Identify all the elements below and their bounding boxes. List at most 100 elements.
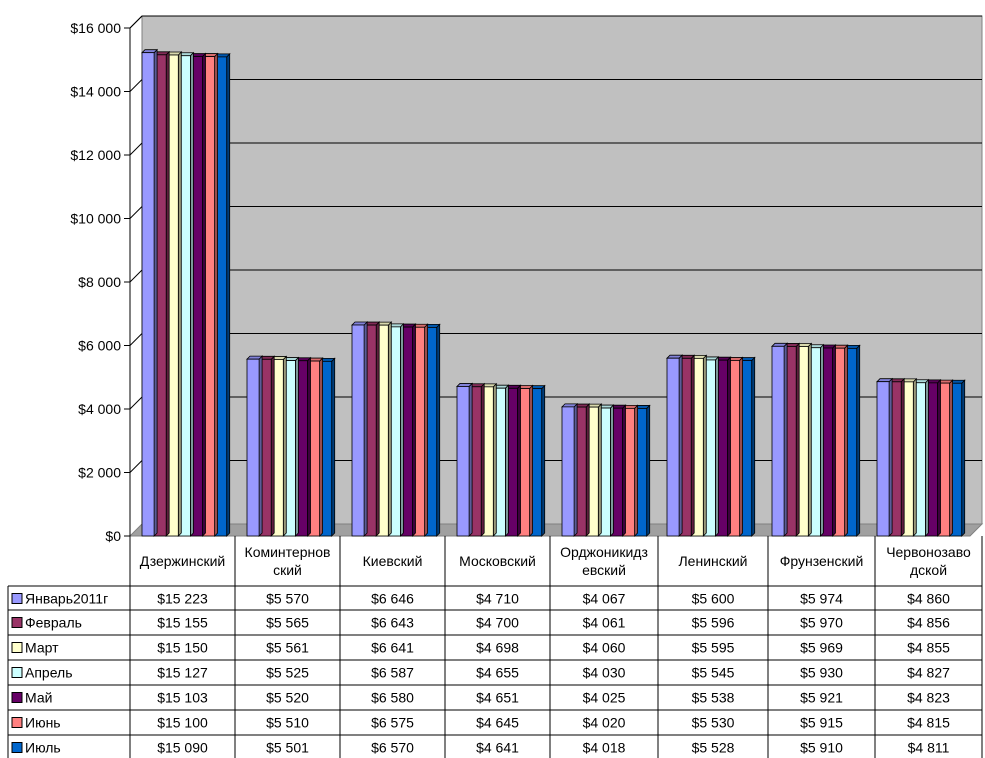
data-label: $5 915 [800,715,843,731]
data-label: $6 646 [371,591,414,607]
data-label: $6 580 [371,690,414,706]
bar-side [832,344,836,537]
legend-swatch [11,692,23,703]
data-label: $6 587 [371,665,414,681]
bar-side [331,357,336,537]
bar-side [375,321,380,537]
data-label: $5 530 [692,715,735,731]
data-label: $4 855 [907,640,950,656]
bar-side [900,377,905,537]
data-label: $5 538 [692,690,735,706]
data-label: $4 700 [476,615,519,631]
data-label: $15 100 [157,715,208,731]
bar-side [585,403,590,537]
data-label: $4 860 [907,591,950,607]
bar-side [610,404,614,537]
data-label: $4 641 [476,740,519,756]
data-label: $5 910 [800,740,843,756]
bar-side [937,378,941,537]
category-label: Дзержинский [140,553,225,569]
category-label: Фрунзенский [780,553,864,569]
bar-side [888,377,893,537]
bar-side [820,343,824,537]
legend-swatch [11,617,23,628]
data-label: $5 974 [800,591,843,607]
data-label: $5 600 [692,591,735,607]
bar [876,381,890,537]
data-label: $6 641 [371,640,414,656]
data-label: $4 020 [583,715,626,731]
y-axis-top [129,15,143,29]
y-tick-label: $4 000 [78,401,121,417]
legend-swatch [11,717,23,728]
bar-side [412,323,416,537]
y-tick-label: $16 000 [70,20,121,36]
category-label: дской [910,562,947,578]
bar-side [214,52,219,537]
bar-side [226,52,231,537]
y-tick-label: $12 000 [70,147,121,163]
legend-swatch [11,593,23,604]
bar-side [480,382,485,537]
bar-side [307,356,311,537]
bar-side [436,323,441,537]
bar-side [856,344,861,537]
bar-side [189,51,194,537]
legend-swatch [11,667,23,678]
legend-label: Июль [25,740,61,756]
bar-side [399,322,404,537]
data-label: $4 856 [907,615,950,631]
bar-side [319,357,324,537]
data-label: $4 651 [476,690,519,706]
data-label: $15 103 [157,690,208,706]
data-label: $6 643 [371,615,414,631]
data-label: $6 570 [371,740,414,756]
bar-side [751,356,756,537]
bar-side [492,382,497,537]
data-label: $4 698 [476,640,519,656]
bar-side [517,384,521,537]
data-label: $4 815 [907,715,950,731]
category-label: Орджоникидз [560,544,648,560]
data-label: $15 155 [157,615,208,631]
legend-label: Июнь [25,715,61,731]
y-tick-label: $2 000 [78,465,121,481]
bar-side [727,356,731,537]
category-label: евский [582,562,626,578]
bar-side [387,321,392,537]
data-label: $5 520 [266,690,309,706]
bar-side [702,354,707,537]
data-label: $5 596 [692,615,735,631]
data-label: $5 970 [800,615,843,631]
bar-side [678,354,683,537]
y-tick-label: $8 000 [78,274,121,290]
category-label: Коминтернов [245,544,331,560]
data-label: $4 025 [583,690,626,706]
legend-swatch [11,642,23,653]
bar-side [925,378,929,537]
bar-top [246,355,264,360]
bar [141,52,155,537]
data-label: $5 570 [266,591,309,607]
data-label: $4 061 [583,615,626,631]
legend-label: Январь2011г [25,591,108,607]
data-label: $4 018 [583,740,626,756]
category-label: Ленинский [678,553,747,569]
y-tick-label: $6 000 [78,338,121,354]
data-label: $15 223 [157,591,208,607]
bar-top [456,383,474,387]
bar-side [961,379,966,537]
bar-side [690,354,695,537]
bar [561,406,575,537]
bar-side [504,384,509,537]
gridline-diagonal [129,396,143,410]
data-label: $4 827 [907,665,950,681]
category-label: Червонозаво [886,544,971,560]
data-label: $4 655 [476,665,519,681]
data-label: $4 060 [583,640,626,656]
bar-side [363,321,368,537]
data-label: $5 595 [692,640,735,656]
legend-label: Май [25,690,52,706]
data-label: $5 561 [266,640,309,656]
